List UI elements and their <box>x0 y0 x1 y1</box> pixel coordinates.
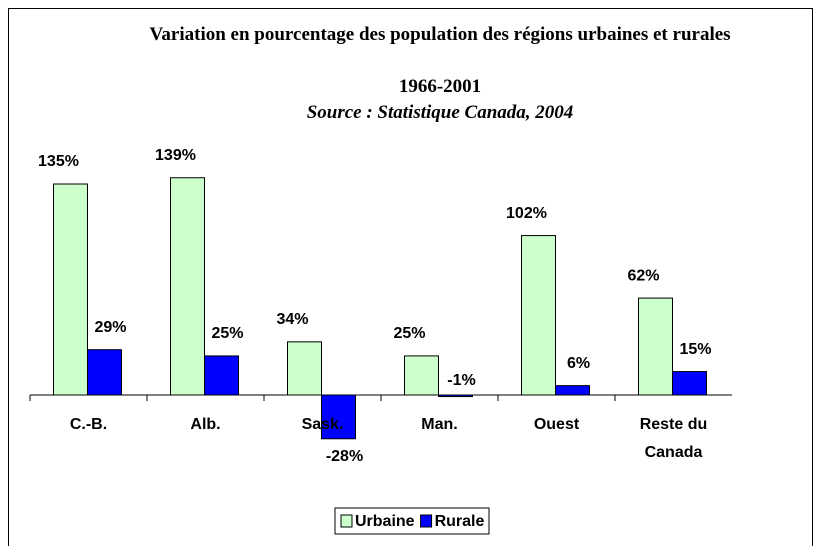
bar <box>53 183 88 396</box>
chart-title: Variation en pourcentage des population … <box>149 24 731 45</box>
x-tick-label: Reste du Canada <box>639 416 708 461</box>
bar <box>638 297 673 396</box>
x-tick-label: Sask. <box>301 416 344 433</box>
chart-source: Source : Statistique Canada, 2004 <box>306 102 574 123</box>
x-tick-label: C.-B. <box>69 416 108 433</box>
data-label: 139% <box>155 147 196 164</box>
legend-box <box>334 507 490 535</box>
data-label: 102% <box>506 205 547 222</box>
data-label: 6% <box>567 355 590 372</box>
bar <box>321 394 356 440</box>
legend-swatch <box>340 514 353 528</box>
data-label: 34% <box>276 311 308 328</box>
bar <box>204 355 239 396</box>
bar <box>521 235 556 396</box>
data-label: 15% <box>679 341 711 358</box>
bar <box>170 177 205 396</box>
bar <box>404 355 439 396</box>
data-label: -28% <box>326 448 363 465</box>
legend-swatch <box>420 514 433 528</box>
data-label: 135% <box>38 153 79 170</box>
x-tick-label: Man. <box>421 416 458 433</box>
legend-label: Rurale <box>435 513 485 530</box>
bar <box>672 371 707 396</box>
x-tick-label: Alb. <box>190 416 221 433</box>
data-label: 29% <box>94 319 126 336</box>
chart-border <box>8 8 813 546</box>
legend-label: Urbaine <box>355 513 415 530</box>
bar <box>87 349 122 396</box>
data-label: 25% <box>393 325 425 342</box>
chart-subtitle: 1966-2001 <box>398 76 482 97</box>
x-tick-label: Ouest <box>533 416 580 433</box>
bar <box>438 394 473 398</box>
bar <box>287 341 322 396</box>
data-label: 25% <box>211 325 243 342</box>
data-label: 62% <box>627 267 659 284</box>
data-label: -1% <box>447 372 475 389</box>
bar <box>555 385 590 396</box>
